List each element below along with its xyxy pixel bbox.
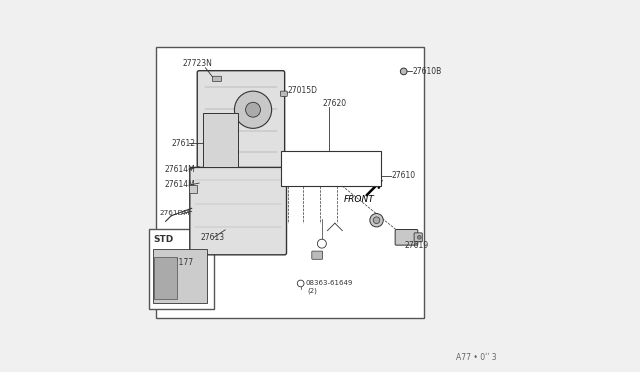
FancyBboxPatch shape [280,91,287,96]
Text: FRONT: FRONT [344,195,375,203]
Circle shape [234,91,271,128]
Circle shape [417,235,421,239]
Text: 27644NB: 27644NB [283,154,314,160]
Text: STD: STD [154,235,173,244]
Bar [156,46,424,318]
Circle shape [298,280,304,287]
Circle shape [373,217,380,224]
Text: 27619: 27619 [405,241,429,250]
Circle shape [246,102,260,117]
Circle shape [401,68,407,75]
Text: 27614M: 27614M [164,165,195,174]
Text: 27620F: 27620F [336,171,361,177]
Text: 27660: 27660 [301,154,322,160]
Bar [154,257,177,299]
Text: A77 • 0ʹʹ 3: A77 • 0ʹʹ 3 [456,353,497,362]
Text: (2): (2) [308,288,317,294]
Bar [203,113,238,167]
FancyBboxPatch shape [312,251,323,259]
Bar [189,185,197,193]
Text: 2761DM: 2761DM [159,210,189,216]
Text: 27626E: 27626E [283,171,308,177]
Bar [152,249,207,303]
Circle shape [370,214,383,227]
FancyBboxPatch shape [414,233,422,242]
Text: 27612: 27612 [172,139,195,148]
FancyBboxPatch shape [197,71,285,173]
Text: 27626: 27626 [301,171,322,177]
Text: 27610: 27610 [392,171,415,180]
Text: 27610B: 27610B [413,67,442,76]
Text: 27015D: 27015D [287,86,317,94]
Text: 27177: 27177 [170,258,193,267]
Text: 27614M: 27614M [164,180,195,189]
Bar [149,229,214,309]
Text: 27613: 27613 [200,233,225,242]
Text: 27620: 27620 [323,99,347,108]
Text: 27644N: 27644N [338,154,364,160]
Circle shape [317,239,326,248]
FancyBboxPatch shape [395,230,418,245]
Text: 27723N: 27723N [182,60,212,68]
Text: 27624: 27624 [319,154,340,160]
FancyBboxPatch shape [190,167,287,255]
Bar [281,151,381,186]
Text: 08363-61649: 08363-61649 [305,280,353,286]
FancyBboxPatch shape [212,76,221,81]
Text: 27644NA: 27644NA [317,171,348,177]
